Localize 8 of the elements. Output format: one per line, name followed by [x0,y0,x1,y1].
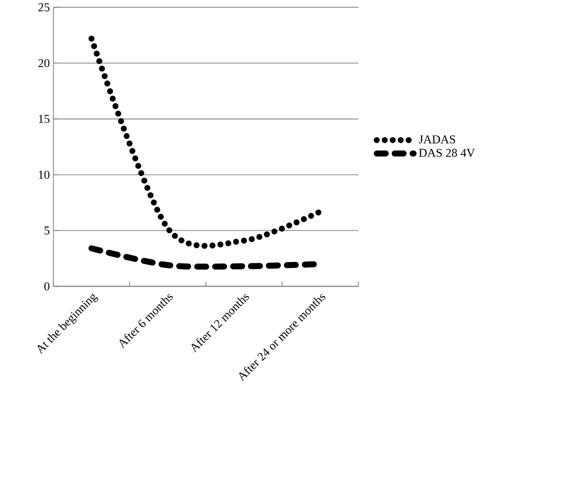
legend-label: JADAS [418,136,456,144]
y-tick-label: 5 [44,226,50,235]
y-tick-label: 25 [38,4,50,12]
y-tick-label: 20 [38,59,50,68]
y-tick-label: 10 [38,170,50,179]
y-tick-label: 0 [44,282,50,291]
y-tick-label: 15 [38,115,50,124]
legend-label: DAS 28 4V [418,149,475,158]
